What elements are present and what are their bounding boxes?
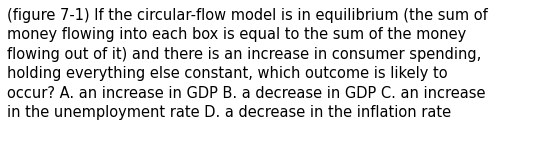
- Text: (figure 7-1) If the circular-flow model is in equilibrium (the sum of
money flow: (figure 7-1) If the circular-flow model …: [7, 8, 488, 120]
